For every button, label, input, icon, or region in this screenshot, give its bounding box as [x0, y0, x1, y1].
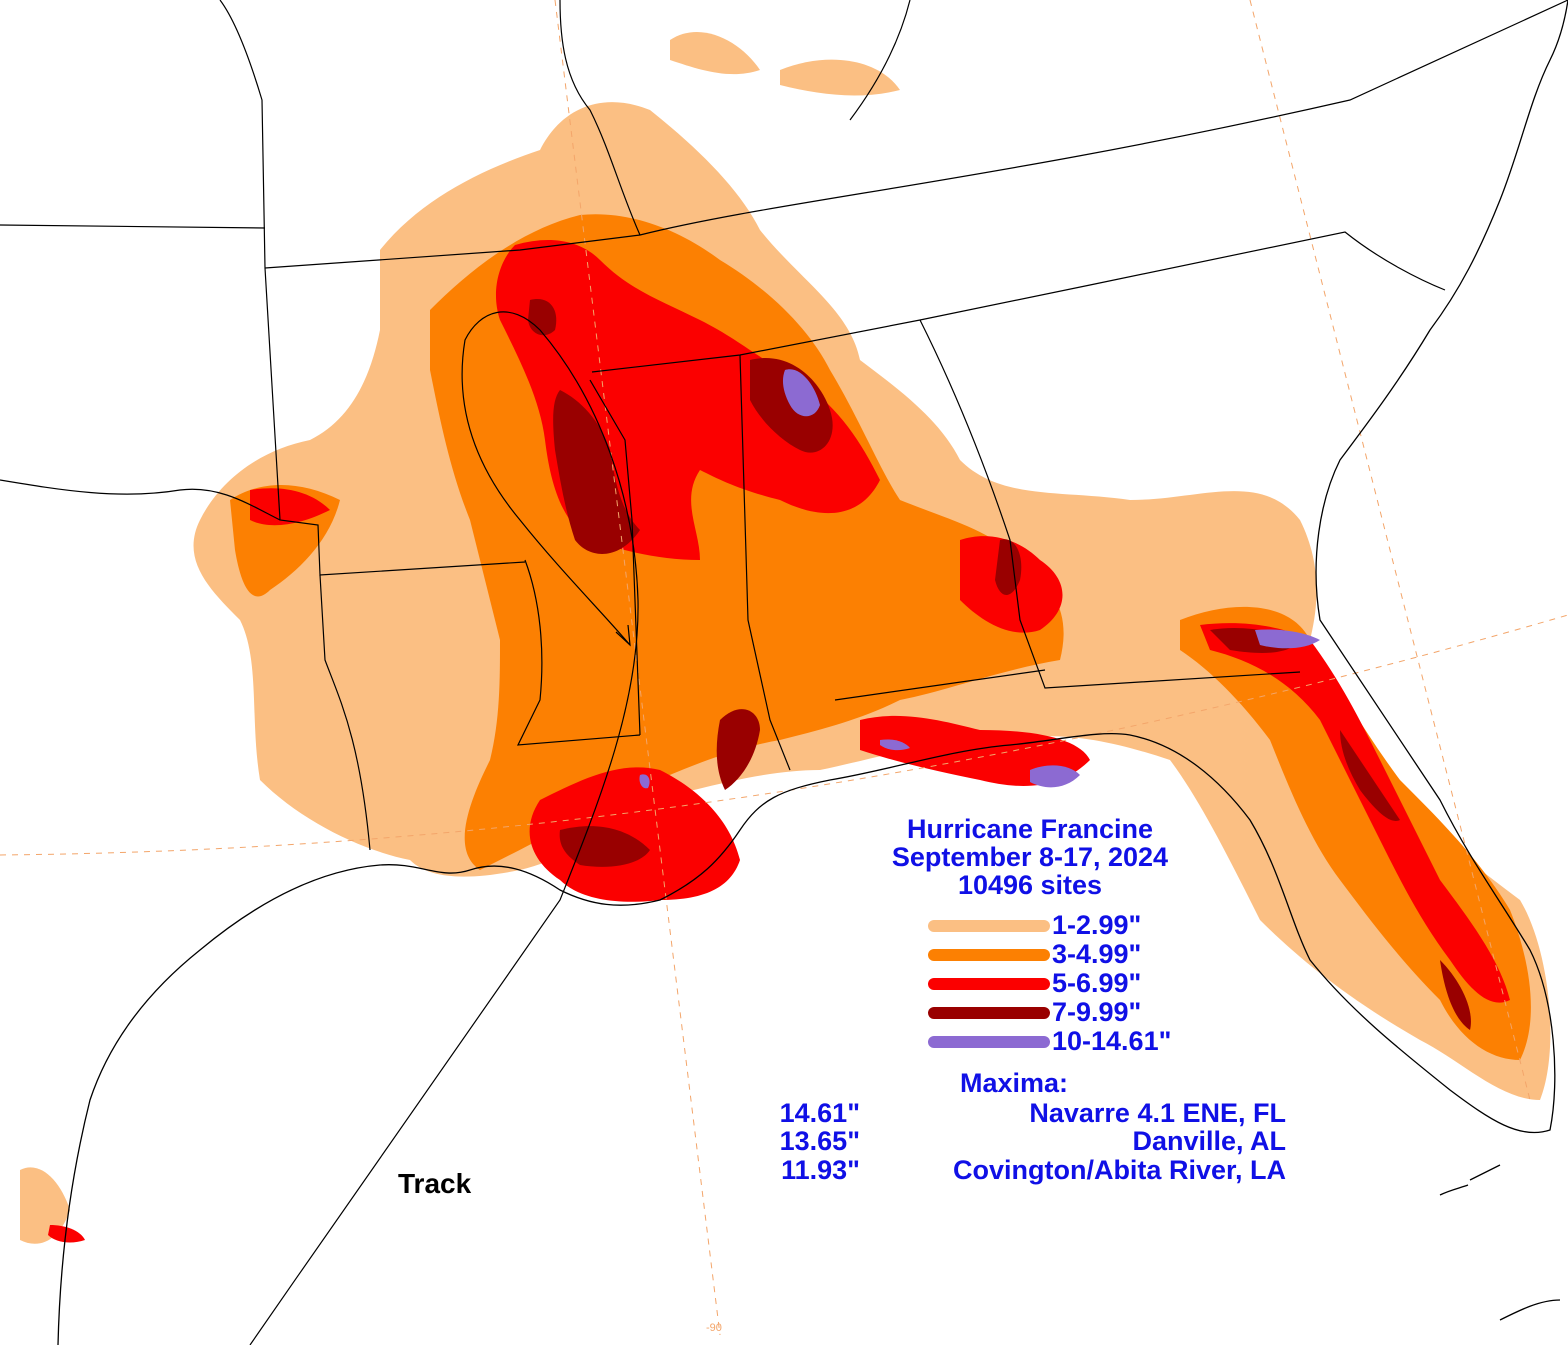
- storm-track: [249, 311, 639, 1345]
- legend-label: 1-2.99": [1052, 910, 1142, 940]
- legend-label: 10-14.61": [1052, 1026, 1172, 1056]
- title-line-2: September 8-17, 2024: [891, 842, 1169, 872]
- coastline: [57, 0, 1568, 1345]
- state-boundaries: [0, 0, 1568, 851]
- maxima-site: Danville, AL: [1132, 1126, 1286, 1156]
- maxima-value: 13.65": [779, 1126, 860, 1156]
- map-title: Hurricane Francine September 8-17, 2024 …: [860, 815, 1200, 899]
- maxima-site: Navarre 4.1 ENE, FL: [1029, 1098, 1286, 1128]
- maxima-value: 11.93": [781, 1155, 860, 1185]
- title-line-1: Hurricane Francine: [906, 814, 1154, 844]
- legend-label: 5-6.99": [1052, 968, 1142, 998]
- legend-swatch: [928, 978, 1050, 990]
- legend-label: 7-9.99": [1052, 997, 1142, 1027]
- maxima-site: Covington/Abita River, LA: [952, 1155, 1286, 1185]
- legend-swatch: [928, 1007, 1050, 1019]
- legend: 1-2.99" 3-4.99" 5-6.99" 7-9.99" 10-14.61…: [928, 910, 1228, 1062]
- legend-label: 3-4.99": [1052, 939, 1142, 969]
- maxima-heading: Maxima:: [960, 1068, 1069, 1098]
- track-label: Track: [398, 1168, 472, 1199]
- maxima-value: 14.61": [779, 1098, 860, 1128]
- legend-swatch: [928, 1036, 1050, 1048]
- legend-swatch: [928, 949, 1050, 961]
- title-line-3: 10496 sites: [957, 870, 1103, 900]
- rain-band-10-plus: [639, 369, 1320, 789]
- longitude-label: -90: [706, 1322, 722, 1334]
- legend-swatch: [928, 920, 1050, 932]
